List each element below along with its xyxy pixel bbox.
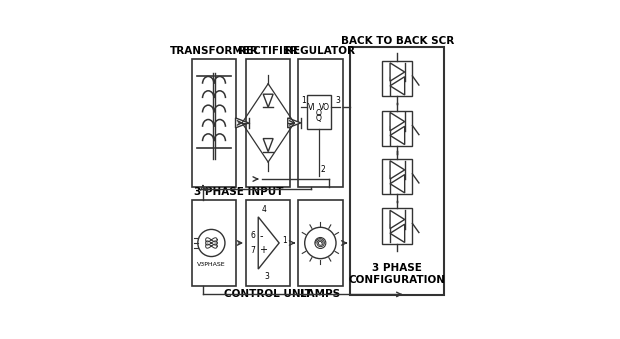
Bar (350, 47, 445, 295)
Text: +: + (259, 244, 267, 255)
Text: 4: 4 (262, 205, 267, 214)
Text: 6: 6 (250, 231, 255, 240)
Text: 3 PHASE INPUT: 3 PHASE INPUT (194, 187, 283, 197)
Bar (298, 200, 342, 286)
Bar (246, 59, 290, 187)
Text: REGULATOR: REGULATOR (285, 46, 355, 56)
Polygon shape (288, 118, 301, 128)
Text: VO: VO (319, 103, 330, 112)
Polygon shape (390, 63, 405, 81)
Polygon shape (264, 94, 273, 107)
Polygon shape (236, 118, 249, 128)
Polygon shape (390, 224, 405, 242)
Polygon shape (390, 161, 405, 179)
Text: VI: VI (308, 103, 316, 112)
Polygon shape (390, 210, 405, 228)
Text: LAMPS: LAMPS (300, 289, 340, 299)
Text: 3: 3 (264, 272, 269, 281)
Text: TRANSFORMER: TRANSFORMER (169, 46, 259, 56)
Polygon shape (390, 113, 405, 131)
Bar (192, 59, 236, 187)
Text: 3: 3 (335, 96, 340, 105)
Text: 7: 7 (250, 246, 255, 255)
Text: 3 PHASE
CONFIGURATION: 3 PHASE CONFIGURATION (349, 263, 446, 285)
Text: Q: Q (316, 114, 322, 123)
Text: V3PHASE: V3PHASE (197, 262, 226, 267)
Bar (307, 96, 332, 129)
Polygon shape (259, 217, 279, 269)
Text: -: - (259, 232, 263, 241)
Polygon shape (390, 175, 405, 193)
Bar (383, 159, 412, 194)
Polygon shape (390, 77, 405, 95)
Text: BACK TO BACK SCR: BACK TO BACK SCR (341, 36, 454, 46)
Polygon shape (390, 126, 405, 144)
Text: CONTROL UNIT: CONTROL UNIT (224, 289, 312, 299)
Bar (383, 208, 412, 244)
Text: 1: 1 (281, 236, 286, 245)
Bar (246, 200, 290, 286)
Polygon shape (264, 139, 273, 152)
Bar (383, 61, 412, 96)
Bar (383, 111, 412, 146)
Text: O: O (316, 109, 322, 118)
Text: 2: 2 (321, 165, 326, 174)
Text: RECTIFIER: RECTIFIER (238, 46, 298, 56)
Bar (192, 200, 236, 286)
Text: 1: 1 (301, 96, 306, 105)
Bar (298, 59, 342, 187)
